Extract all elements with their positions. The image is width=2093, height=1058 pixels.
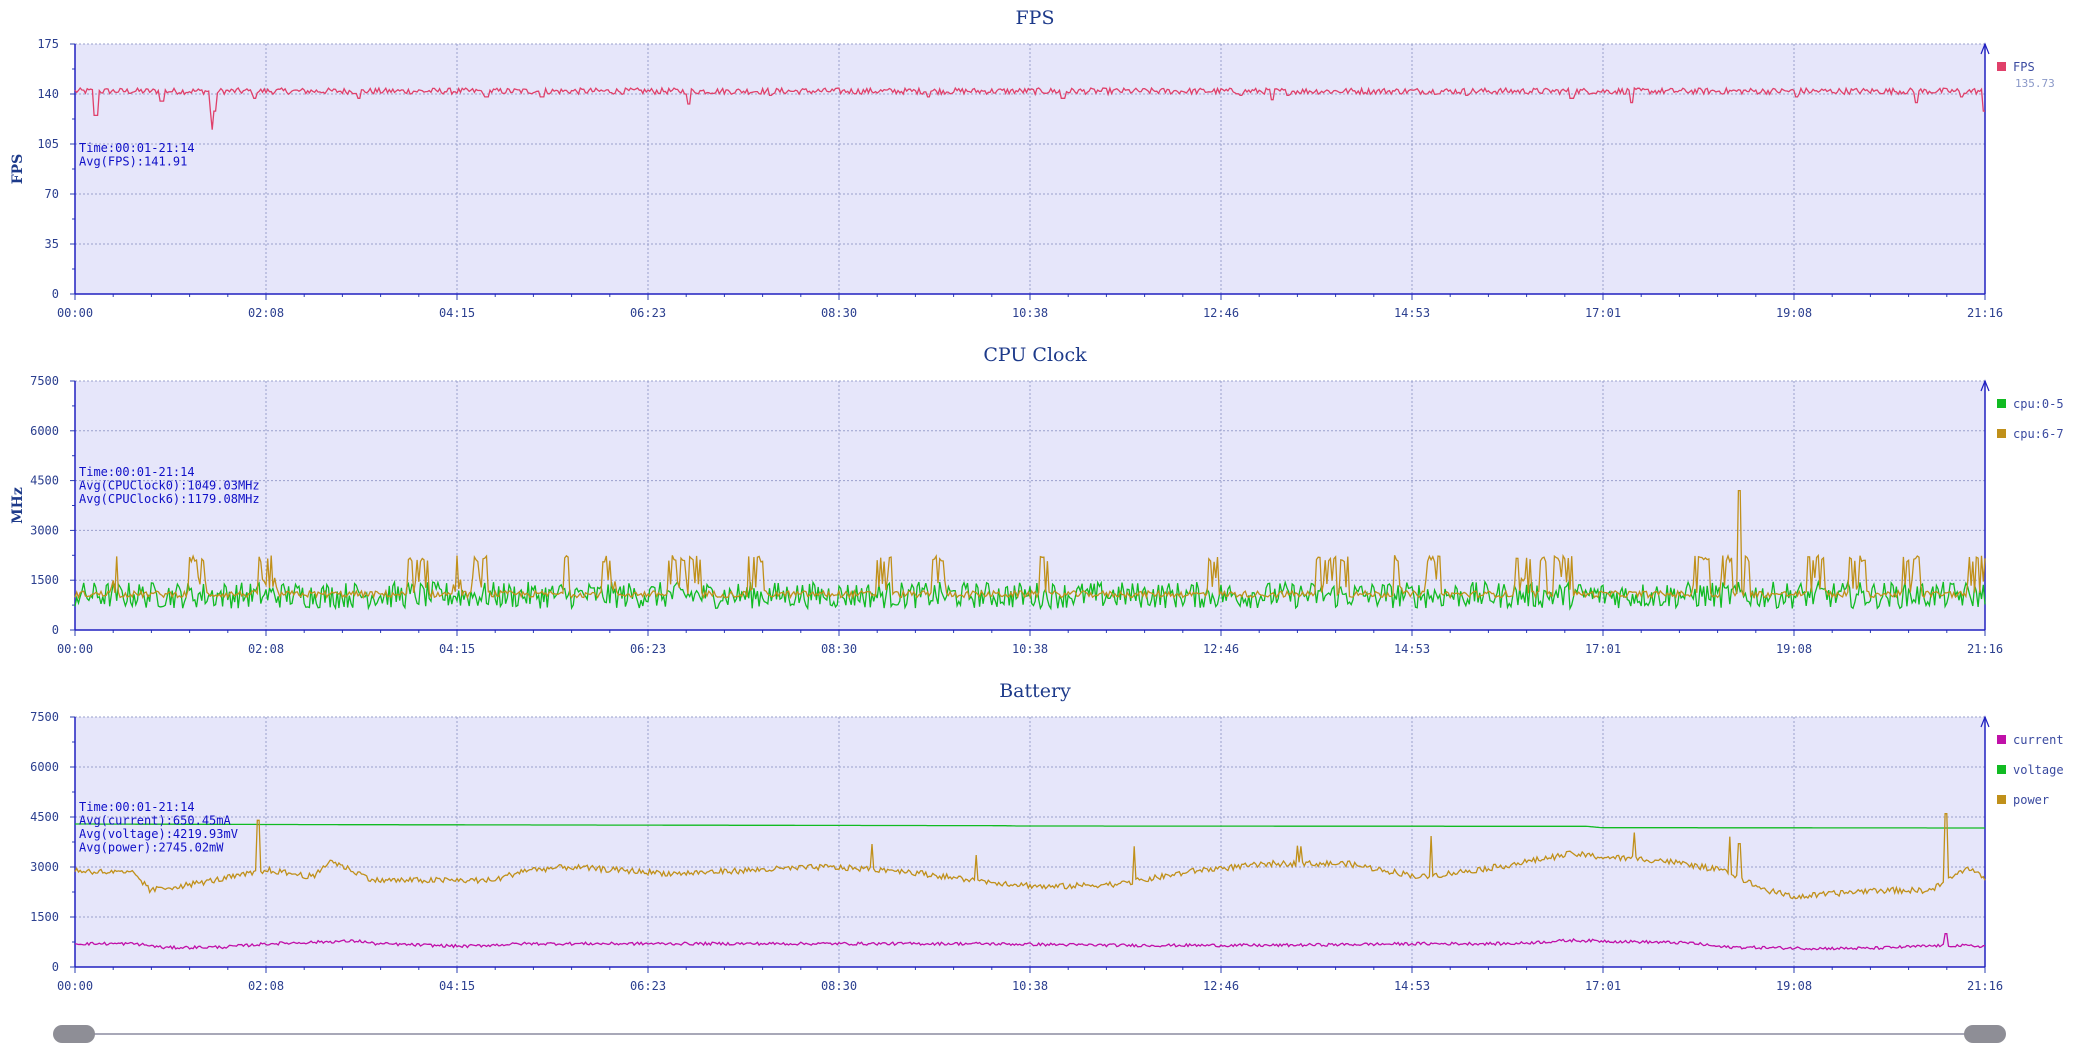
legend-swatch[interactable] (1997, 399, 2006, 408)
series-line-cpu-6-7 (74, 489, 1986, 600)
y-tick-label: 3000 (30, 860, 59, 874)
x-tick-label: 00:00 (57, 306, 93, 320)
x-tick-label: 06:23 (630, 306, 666, 320)
y-tick-label: 3000 (30, 523, 59, 537)
x-tick-label: 00:00 (57, 979, 93, 993)
info-text: Avg(FPS):141.91 (79, 155, 187, 169)
info-text: Time:00:01-21:14 (79, 141, 195, 155)
x-tick-label: 14:53 (1394, 642, 1430, 656)
legend-label[interactable]: voltage (2013, 763, 2064, 777)
info-text: Time:00:01-21:14 (79, 465, 195, 479)
x-tick-label: 08:30 (821, 306, 857, 320)
slider-handle-start[interactable] (53, 1025, 95, 1043)
y-tick-label: 105 (37, 137, 59, 151)
info-text: Avg(power):2745.02mW (79, 841, 224, 855)
x-tick-label: 17:01 (1585, 642, 1621, 656)
x-tick-label: 04:15 (439, 306, 475, 320)
y-tick-label: 140 (37, 87, 59, 101)
y-tick-label: 4500 (30, 810, 59, 824)
x-tick-label: 10:38 (1012, 642, 1048, 656)
axis-arrow (1980, 379, 1990, 392)
legend-swatch[interactable] (1997, 735, 2006, 744)
zoom-slider[interactable] (53, 1025, 2006, 1043)
legend-label[interactable]: FPS (2013, 60, 2035, 74)
x-tick-label: 10:38 (1012, 979, 1048, 993)
legend-swatch[interactable] (1997, 62, 2006, 71)
x-tick-label: 04:15 (439, 642, 475, 656)
y-tick-label: 0 (52, 287, 59, 301)
chart-panel-2: Battery 0 1500 3000 4500 6000 7500 00:00 02:08 04… (30, 680, 2063, 993)
x-tick-label: 19:08 (1776, 306, 1812, 320)
x-tick-label: 12:46 (1203, 979, 1239, 993)
info-text: Avg(CPUClock0):1049.03MHz (79, 479, 260, 493)
legend-label[interactable]: cpu:6-7 (2013, 427, 2064, 441)
series-line-power (74, 813, 1986, 900)
y-tick-label: 4500 (30, 474, 59, 488)
info-text: Avg(current):650.45mA (79, 814, 231, 828)
y-tick-label: 70 (45, 187, 59, 201)
y-tick-label: 175 (37, 37, 59, 51)
chart-panel-1: CPU Clock 0 1500 3000 4500 6000 7500 00:00 02:08… (10, 344, 2064, 656)
x-tick-label: 17:01 (1585, 979, 1621, 993)
y-tick-label: 1500 (30, 910, 59, 924)
x-tick-label: 19:08 (1776, 642, 1812, 656)
x-tick-label: 19:08 (1776, 979, 1812, 993)
info-text: Avg(CPUClock6):1179.08MHz (79, 492, 260, 506)
info-text: Avg(voltage):4219.93mV (79, 827, 238, 841)
x-tick-label: 02:08 (248, 979, 284, 993)
legend-label[interactable]: power (2013, 793, 2049, 807)
x-tick-label: 12:46 (1203, 306, 1239, 320)
legend-swatch[interactable] (1997, 795, 2006, 804)
axis-arrow (1980, 715, 1990, 728)
y-tick-label: 0 (52, 960, 59, 974)
x-tick-label: 21:16 (1967, 306, 2003, 320)
legend-label[interactable]: current (2013, 733, 2064, 747)
y-tick-label: 6000 (30, 760, 59, 774)
x-tick-label: 00:00 (57, 642, 93, 656)
x-tick-label: 12:46 (1203, 642, 1239, 656)
legend-swatch[interactable] (1997, 429, 2006, 438)
y-tick-label: 6000 (30, 424, 59, 438)
x-tick-label: 10:38 (1012, 306, 1048, 320)
y-axis-label: MHz (10, 487, 26, 524)
x-tick-label: 14:53 (1394, 306, 1430, 320)
y-axis-label: FPS (10, 154, 26, 185)
x-tick-label: 02:08 (248, 642, 284, 656)
x-tick-label: 17:01 (1585, 306, 1621, 320)
y-tick-label: 7500 (30, 374, 59, 388)
legend-swatch[interactable] (1997, 765, 2006, 774)
slider-handle-end[interactable] (1964, 1025, 2006, 1043)
axis-arrow (1980, 42, 1990, 55)
chart-title: FPS (1016, 7, 1055, 29)
y-tick-label: 35 (45, 237, 59, 251)
y-tick-label: 7500 (30, 710, 59, 724)
y-tick-label: 0 (52, 623, 59, 637)
x-tick-label: 06:23 (630, 642, 666, 656)
info-text: Time:00:01-21:14 (79, 800, 195, 814)
series-line-FPS (74, 86, 1985, 130)
chart-panel-0: FPS 0 35 70 105 140 175 00:00 02:08 04:15 06:23 08:… (10, 7, 2055, 320)
y-tick-label: 1500 (30, 573, 59, 587)
x-tick-label: 08:30 (821, 979, 857, 993)
series-line-current (74, 933, 1985, 951)
chart-title: Battery (999, 680, 1071, 702)
series-line-cpu-0-5 (74, 579, 1986, 611)
chart-title: CPU Clock (983, 344, 1087, 366)
x-tick-label: 08:30 (821, 642, 857, 656)
x-tick-label: 21:16 (1967, 642, 2003, 656)
legend-label[interactable]: cpu:0-5 (2013, 397, 2064, 411)
legend-value: 135.73 (2015, 77, 2055, 90)
x-tick-label: 14:53 (1394, 979, 1430, 993)
x-tick-label: 04:15 (439, 979, 475, 993)
x-tick-label: 02:08 (248, 306, 284, 320)
x-tick-label: 21:16 (1967, 979, 2003, 993)
series-line-voltage (75, 823, 1985, 829)
x-tick-label: 06:23 (630, 979, 666, 993)
